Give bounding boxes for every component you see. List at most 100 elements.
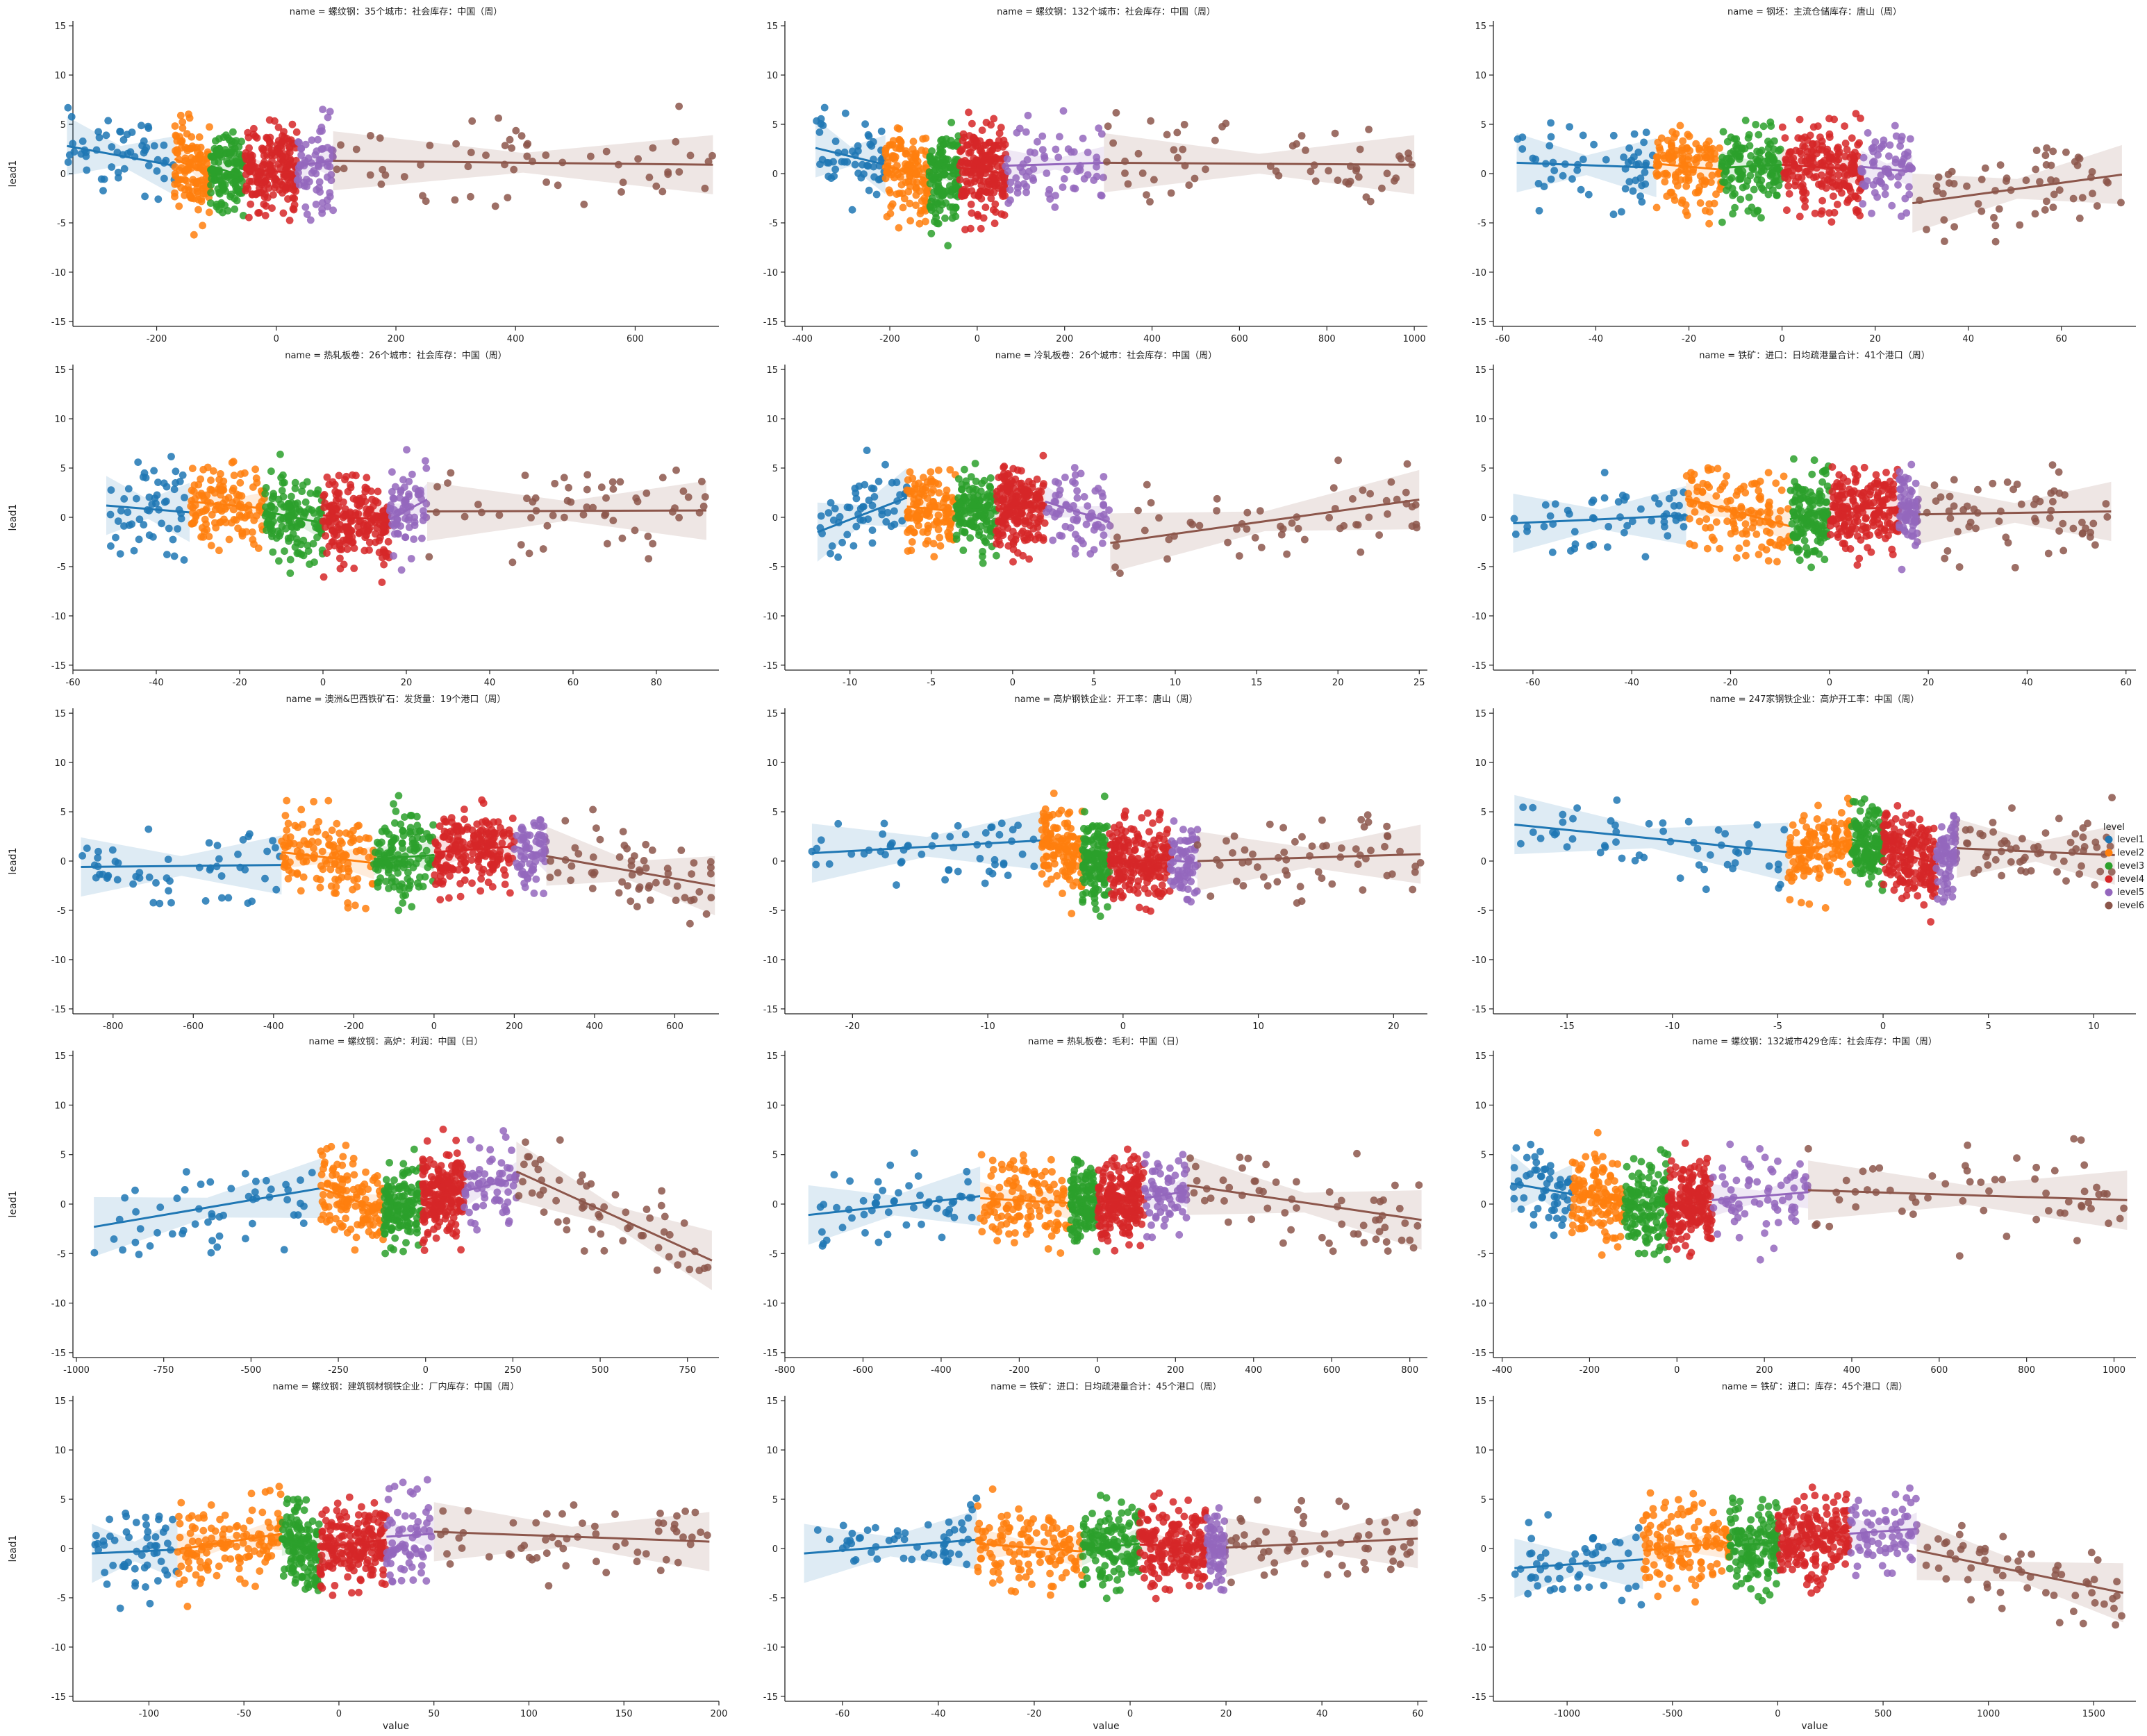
data-point xyxy=(1769,156,1777,165)
data-point xyxy=(1978,176,1986,183)
data-point xyxy=(909,145,917,153)
data-point xyxy=(615,853,624,861)
data-point xyxy=(1510,515,1518,523)
data-point xyxy=(425,553,433,561)
series-level3 xyxy=(206,128,247,219)
data-point xyxy=(285,143,293,151)
data-point xyxy=(186,192,194,201)
data-point xyxy=(140,521,148,529)
data-point xyxy=(421,873,429,881)
data-point xyxy=(318,199,326,207)
data-point xyxy=(474,831,482,839)
data-point xyxy=(895,136,904,144)
data-point xyxy=(831,137,840,145)
data-point xyxy=(878,510,886,519)
data-point xyxy=(588,869,596,877)
x-tick-label: 200 xyxy=(388,334,405,344)
data-point xyxy=(233,197,241,205)
data-point xyxy=(2059,546,2068,555)
data-point xyxy=(1850,487,1858,495)
data-point xyxy=(1716,144,1723,152)
data-point xyxy=(165,524,173,533)
data-point xyxy=(1825,130,1834,138)
data-point xyxy=(112,533,119,542)
data-point xyxy=(1045,190,1053,198)
data-point xyxy=(912,151,920,158)
data-point xyxy=(970,191,979,199)
series-level4 xyxy=(1826,463,1903,569)
data-point xyxy=(1666,149,1673,157)
data-point xyxy=(376,134,384,142)
series-level3 xyxy=(370,792,437,915)
x-tick-label: -20 xyxy=(1723,678,1738,688)
data-point xyxy=(1940,216,1948,224)
data-point xyxy=(1625,144,1634,152)
data-point xyxy=(1056,133,1063,141)
data-point xyxy=(1070,502,1077,510)
data-point xyxy=(1945,179,1953,187)
data-point xyxy=(627,862,636,869)
data-point xyxy=(1995,205,2003,213)
data-point xyxy=(1750,185,1758,194)
data-point xyxy=(636,883,644,891)
data-point xyxy=(1023,535,1031,544)
data-point xyxy=(234,850,242,858)
data-point xyxy=(1859,153,1868,162)
data-point xyxy=(395,792,403,800)
data-point xyxy=(1955,563,1964,571)
data-point xyxy=(980,157,988,165)
data-point xyxy=(381,171,390,179)
data-point xyxy=(817,115,825,123)
data-point xyxy=(904,187,913,196)
data-point xyxy=(108,143,116,151)
data-point xyxy=(372,538,379,546)
data-point xyxy=(312,490,320,498)
data-point xyxy=(1100,473,1108,481)
data-point xyxy=(340,165,348,173)
data-point xyxy=(1932,497,1940,505)
data-point xyxy=(333,819,341,828)
data-point xyxy=(619,828,627,835)
data-point xyxy=(952,156,960,164)
data-point xyxy=(1018,168,1027,176)
data-point xyxy=(881,460,889,469)
data-point xyxy=(303,210,311,218)
data-point xyxy=(1791,533,1798,542)
data-point xyxy=(1748,203,1756,212)
data-point xyxy=(672,896,680,904)
x-tick-label: -600 xyxy=(183,1021,204,1032)
facet-panel: name = 铁矿：进口：日均疏港量合计：41个港口（周）-15-10-5051… xyxy=(1472,351,2136,688)
data-point xyxy=(652,878,660,887)
data-point xyxy=(648,846,656,854)
data-point xyxy=(830,172,838,181)
y-tick-label: -5 xyxy=(57,906,66,917)
data-point xyxy=(288,492,295,501)
data-point xyxy=(945,866,953,874)
y-tick-label: 5 xyxy=(60,808,66,818)
x-tick-label: 600 xyxy=(1231,334,1248,344)
data-point xyxy=(1950,476,1958,484)
data-point xyxy=(410,535,418,543)
data-point xyxy=(1864,129,1872,137)
data-point xyxy=(1570,528,1579,536)
data-point xyxy=(261,490,270,498)
data-point xyxy=(1063,165,1071,174)
data-point xyxy=(261,874,269,883)
data-point xyxy=(1392,174,1400,182)
data-point xyxy=(993,551,1000,560)
data-point xyxy=(371,849,379,856)
data-point xyxy=(633,903,641,910)
data-point xyxy=(200,528,208,535)
data-point xyxy=(1625,178,1634,186)
data-point xyxy=(217,470,224,478)
data-point xyxy=(405,524,413,531)
data-point xyxy=(187,144,195,153)
data-point xyxy=(239,212,247,219)
data-point xyxy=(1006,196,1014,204)
data-point xyxy=(331,860,338,868)
data-point xyxy=(170,552,179,560)
data-point xyxy=(868,142,876,150)
data-point xyxy=(1877,142,1886,151)
regression-line xyxy=(264,510,324,524)
data-point xyxy=(915,187,924,195)
